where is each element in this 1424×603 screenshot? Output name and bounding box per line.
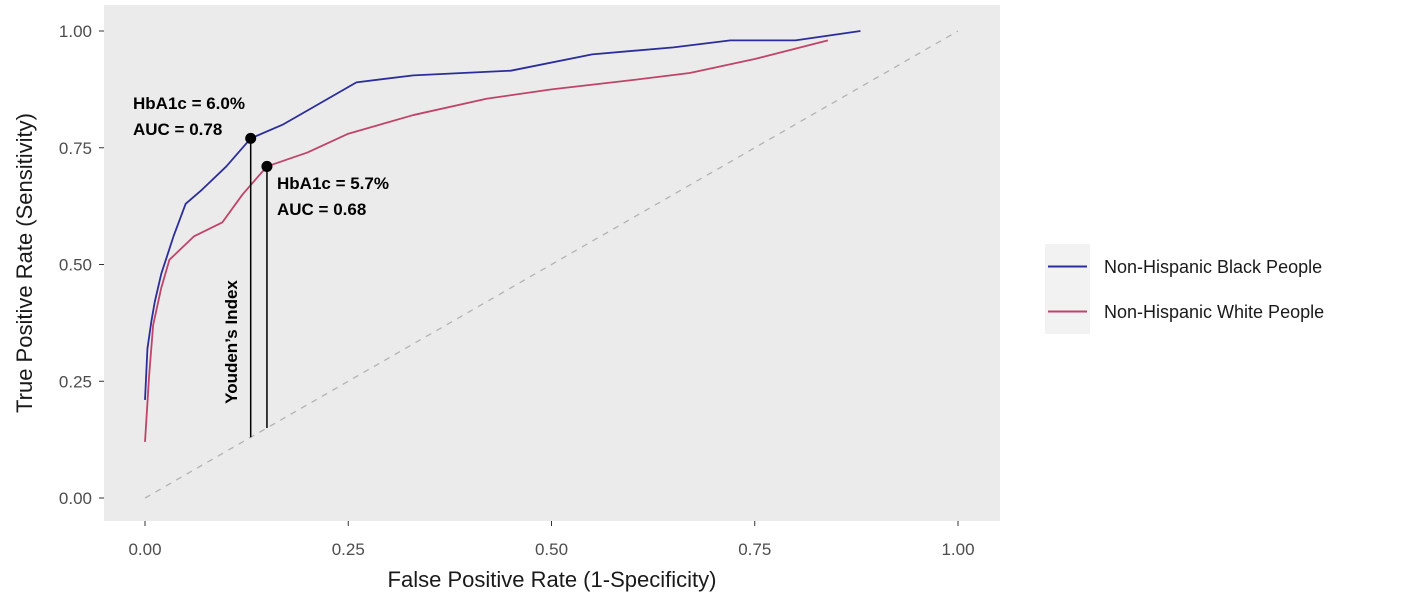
legend-label-white: Non-Hispanic White People — [1104, 302, 1324, 322]
y-tick-label: 0.25 — [59, 372, 92, 391]
youden-point-white — [261, 160, 273, 172]
axes-layer: 0.00 0.25 0.50 0.75 1.00 0.00 0.25 0.50 0.75 1.00 — [59, 22, 975, 559]
x-tick-label: 0.75 — [738, 540, 771, 559]
x-tick-label: 0.50 — [535, 540, 568, 559]
y-axis-title: True Positive Rate (Sensitivity) — [12, 113, 37, 413]
y-tick-label: 1.00 — [59, 22, 92, 41]
x-axis-title: False Positive Rate (1-Specificity) — [388, 567, 717, 592]
series-layer — [144, 30, 861, 443]
youden-black-label-line1: HbA1c = 6.0% — [133, 94, 245, 113]
youden-white-label-line2: AUC = 0.68 — [277, 200, 366, 219]
legend-label-black: Non-Hispanic Black People — [1104, 257, 1322, 277]
reference-diagonal-line — [144, 30, 959, 499]
plot-panel — [104, 5, 1000, 521]
youden-index-label: Youden’s Index — [222, 280, 241, 404]
youden-white-label-line1: HbA1c = 5.7% — [277, 174, 389, 193]
youden-black-label-line2: AUC = 0.78 — [133, 120, 222, 139]
x-tick-label: 0.00 — [128, 540, 161, 559]
legend: Non-Hispanic Black People Non-Hispanic W… — [1045, 244, 1324, 334]
y-tick-label: 0.75 — [59, 139, 92, 158]
y-tick-label: 0.00 — [59, 489, 92, 508]
youden-layer — [245, 132, 273, 438]
series-line-white — [144, 39, 829, 443]
series-line-black — [144, 30, 861, 400]
x-tick-label: 0.25 — [332, 540, 365, 559]
youden-point-black — [245, 132, 257, 144]
y-tick-label: 0.50 — [59, 256, 92, 275]
reference-line-layer — [144, 30, 959, 499]
x-tick-label: 1.00 — [941, 540, 974, 559]
